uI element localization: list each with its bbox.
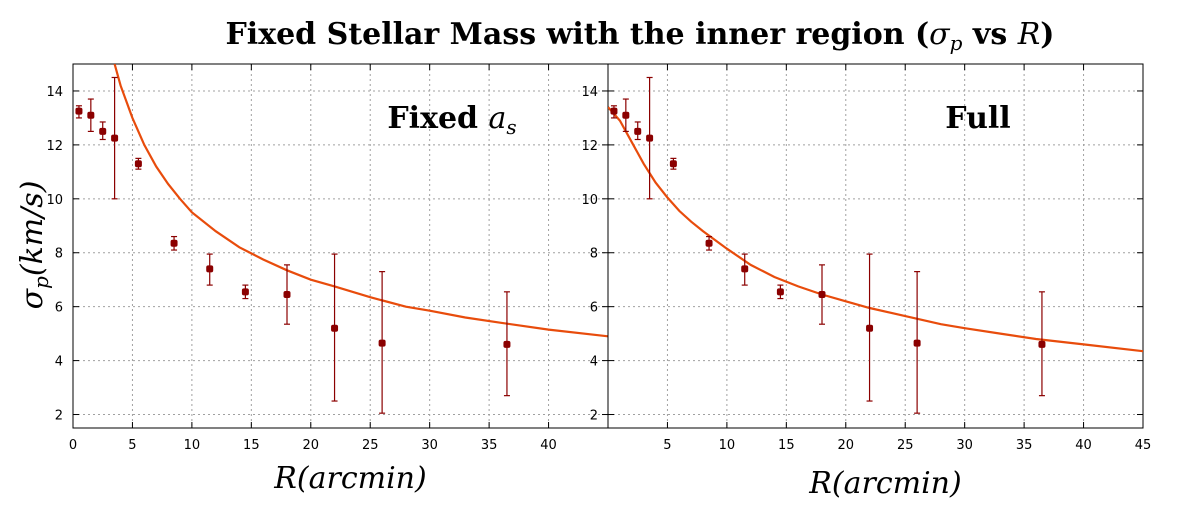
data-point bbox=[622, 111, 630, 119]
y-tick-label: 10 bbox=[46, 193, 63, 208]
data-point bbox=[331, 324, 339, 332]
data-point bbox=[75, 107, 83, 115]
model-curve bbox=[113, 64, 608, 338]
y-tick-label: 2 bbox=[590, 409, 598, 424]
data-point bbox=[134, 160, 142, 168]
model-curve bbox=[608, 106, 1143, 353]
data-point bbox=[241, 288, 249, 296]
panel-label: Fixed as bbox=[387, 101, 516, 139]
data-point bbox=[111, 134, 119, 142]
x-axis-label: R(arcmin) bbox=[273, 461, 426, 496]
x-tick-label: 20 bbox=[303, 438, 320, 453]
x-tick-label: 25 bbox=[362, 438, 379, 453]
y-tick-label: 6 bbox=[55, 301, 63, 316]
x-tick-label: 40 bbox=[540, 438, 557, 453]
plot-frame bbox=[607, 63, 1144, 429]
y-tick-label: 14 bbox=[46, 85, 63, 100]
data-point bbox=[1038, 340, 1046, 348]
panel-label: Full bbox=[945, 101, 1010, 136]
x-tick-label: 35 bbox=[1016, 438, 1033, 453]
x-tick-label: 20 bbox=[838, 438, 855, 453]
data-point bbox=[913, 339, 921, 347]
plot-frame bbox=[72, 63, 609, 429]
x-tick-label: 40 bbox=[1075, 438, 1092, 453]
x-tick-label: 10 bbox=[184, 438, 201, 453]
panel-full: 5 10 15 20 25 30 35 40 45 2 4 6 8 10 12 14 Full R(arcmin) bbox=[581, 63, 1152, 501]
y-tick-label: 6 bbox=[590, 301, 598, 316]
y-tick-label: 12 bbox=[581, 139, 598, 154]
x-tick-label: 5 bbox=[128, 438, 136, 453]
y-tick-label: 2 bbox=[55, 409, 63, 424]
data-point bbox=[634, 127, 642, 135]
y-tick-label: 10 bbox=[581, 193, 598, 208]
data-point bbox=[818, 291, 826, 299]
data-point bbox=[206, 265, 214, 273]
y-axis-label: σp(km/s) bbox=[15, 181, 53, 310]
y-tick-label: 14 bbox=[581, 85, 598, 100]
x-axis-label: R(arcmin) bbox=[808, 466, 961, 501]
y-tick-label: 4 bbox=[55, 355, 63, 370]
x-tick-label: 30 bbox=[956, 438, 973, 453]
y-tick-label: 12 bbox=[46, 139, 63, 154]
x-tick-label: 35 bbox=[481, 438, 498, 453]
panel-fixed-as: 0 5 10 15 20 25 30 35 40 2 4 6 8 10 12 14 Fixed as R(arcm… bbox=[46, 63, 609, 496]
x-tick-label: 0 bbox=[69, 438, 77, 453]
data-point bbox=[610, 107, 618, 115]
y-tick-label: 8 bbox=[590, 247, 598, 262]
x-tick-label: 45 bbox=[1135, 438, 1152, 453]
data-point bbox=[669, 160, 677, 168]
y-tick-label: 4 bbox=[590, 355, 598, 370]
x-tick-label: 15 bbox=[778, 438, 795, 453]
data-point bbox=[705, 239, 713, 247]
x-tick-label: 15 bbox=[243, 438, 260, 453]
data-point bbox=[87, 111, 95, 119]
chart-title: Fixed Stellar Mass with the inner region… bbox=[226, 17, 1055, 55]
x-tick-label: 10 bbox=[719, 438, 736, 453]
x-tick-label: 5 bbox=[663, 438, 671, 453]
data-point bbox=[170, 239, 178, 247]
data-point bbox=[99, 127, 107, 135]
data-point bbox=[378, 339, 386, 347]
data-point bbox=[866, 324, 874, 332]
data-point bbox=[776, 288, 784, 296]
data-point bbox=[283, 291, 291, 299]
x-tick-label: 30 bbox=[421, 438, 438, 453]
data-point bbox=[646, 134, 654, 142]
data-point bbox=[741, 265, 749, 273]
x-tick-label: 25 bbox=[897, 438, 914, 453]
y-tick-label: 8 bbox=[55, 247, 63, 262]
data-point bbox=[503, 340, 511, 348]
